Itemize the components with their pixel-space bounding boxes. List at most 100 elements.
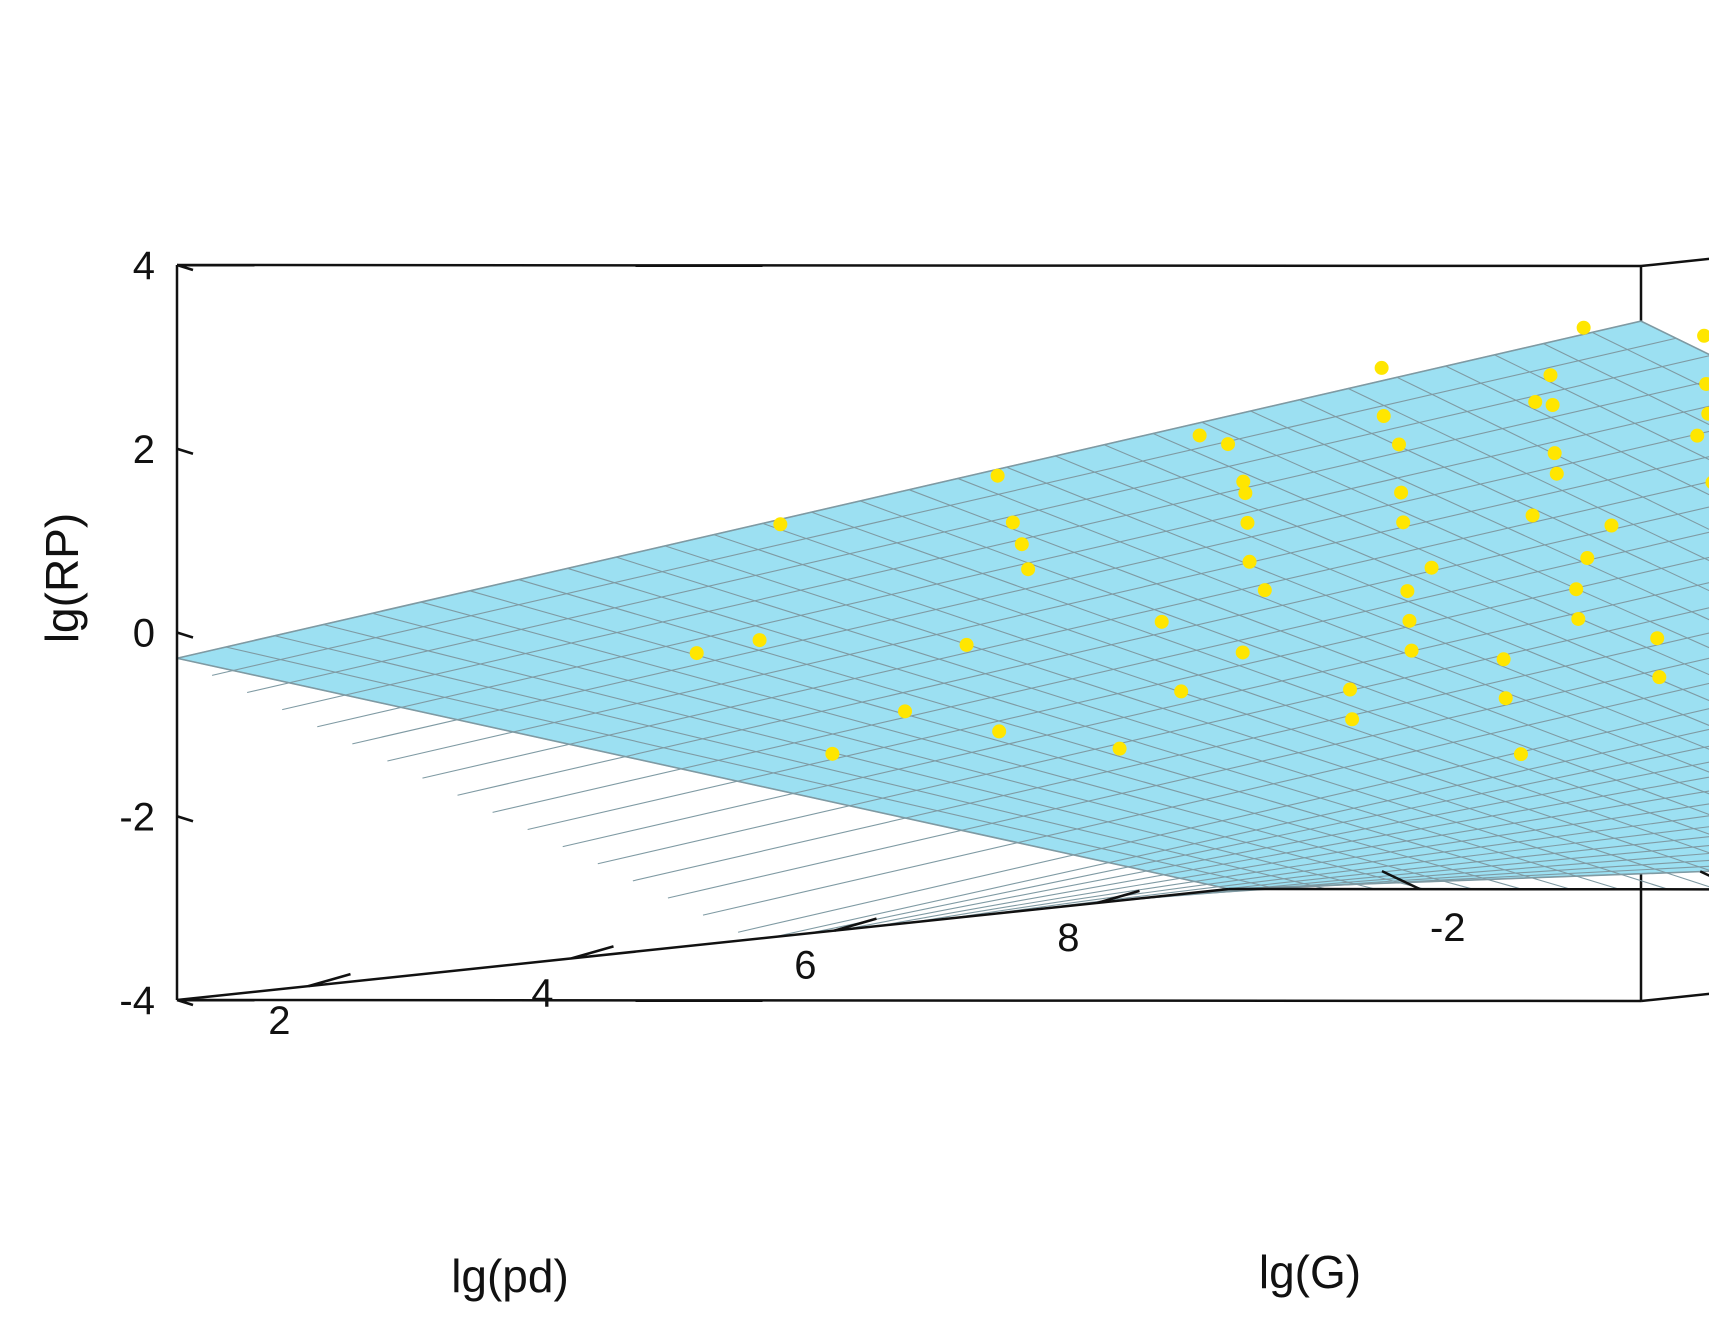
scatter-point xyxy=(1112,741,1127,756)
mesh-line-y xyxy=(1299,399,1709,592)
mesh-line-y xyxy=(1152,432,1709,676)
x-axis-title: lg(pd) xyxy=(451,1250,569,1302)
mesh-line-y xyxy=(567,567,1620,890)
scatter-point xyxy=(1154,614,1169,629)
scatter-point xyxy=(1604,518,1619,533)
scatter-point xyxy=(1374,360,1389,375)
mesh-line-y xyxy=(1250,410,1709,621)
mesh-line-y xyxy=(616,556,1669,890)
mesh-line-x xyxy=(737,708,1709,933)
scatter-point xyxy=(1652,670,1667,685)
mesh-line-y xyxy=(1006,466,1709,750)
scatter-point xyxy=(1376,409,1391,424)
mesh-line-y xyxy=(1445,365,1709,496)
scatter-point xyxy=(992,724,1007,739)
z-axis-title: lg(RP) xyxy=(36,513,88,643)
x-tick xyxy=(308,972,351,988)
scatter-point xyxy=(1402,613,1417,628)
scatter-point xyxy=(1576,320,1591,335)
mesh-line-y xyxy=(957,477,1709,773)
scatter-points xyxy=(689,320,1709,762)
scatter-point xyxy=(1192,428,1207,443)
mesh-line-y xyxy=(664,545,1709,888)
scatter-point xyxy=(1705,476,1709,489)
scatter-point xyxy=(1543,368,1558,383)
x-tick xyxy=(834,917,877,932)
mesh-line-y xyxy=(1055,455,1709,726)
back-top-edge-left xyxy=(176,263,1642,268)
mesh-line-y xyxy=(323,623,1376,890)
scatter-point xyxy=(1238,486,1253,501)
scatter-point xyxy=(1549,466,1564,481)
scatter-point xyxy=(1240,515,1255,530)
mesh-line-x xyxy=(702,682,1709,916)
scatter-point xyxy=(1404,643,1419,658)
mesh-line-y xyxy=(713,534,1709,871)
mesh-line-x xyxy=(1053,836,1709,909)
back-top-edge-right xyxy=(1640,257,1709,268)
back-floor-edge-left xyxy=(176,998,1642,1003)
scatter-point xyxy=(1396,515,1411,530)
scatter-point xyxy=(1528,394,1543,409)
mesh-line-x xyxy=(632,632,1709,882)
z-tick-label: -4 xyxy=(119,979,155,1023)
y-tick xyxy=(1699,870,1709,877)
x-tick-label: 2 xyxy=(268,999,290,1043)
mesh-line-y xyxy=(1201,421,1709,649)
scatter-point xyxy=(1391,437,1406,452)
scatter-point xyxy=(1424,560,1439,575)
z-tick-label: 2 xyxy=(133,428,155,472)
mesh-line-y xyxy=(518,579,1571,890)
scatter-point xyxy=(1394,485,1409,500)
pd-axis-line xyxy=(176,887,1230,1002)
mesh-line-x xyxy=(597,607,1709,865)
scatter-point xyxy=(1345,712,1360,727)
scatter-point xyxy=(1174,684,1189,699)
x-tick xyxy=(1097,889,1140,905)
scatter-point xyxy=(1699,376,1709,391)
mesh-line-x xyxy=(1193,865,1709,894)
z-tick-label: 0 xyxy=(133,612,155,656)
mesh-line-x xyxy=(983,815,1709,916)
scatter-point xyxy=(1242,554,1257,569)
mesh-line-x xyxy=(773,728,1709,938)
scatter-point xyxy=(1525,508,1540,523)
mesh-line-x xyxy=(913,790,1709,923)
mesh-line-x xyxy=(1018,826,1709,912)
y-tick xyxy=(1381,870,1421,891)
scatter-point xyxy=(1571,611,1586,626)
mesh-line-y xyxy=(176,657,1230,890)
x-tick-label: 8 xyxy=(1057,916,1079,960)
mesh-line-y xyxy=(1103,444,1709,702)
scatter-point xyxy=(752,633,767,648)
scatter-point xyxy=(1513,747,1528,762)
scatter-point xyxy=(1400,584,1415,599)
mesh-line-y xyxy=(274,635,1327,890)
scatter-point xyxy=(1569,582,1584,597)
mesh-line-y xyxy=(762,522,1709,854)
scatter-point xyxy=(1005,515,1020,530)
mesh-line-y xyxy=(372,612,1425,890)
x-tick xyxy=(571,945,614,960)
mesh-line-y xyxy=(860,500,1709,816)
y-tick-label: -2 xyxy=(1430,906,1466,950)
scatter-point xyxy=(689,646,704,661)
scatter-point xyxy=(825,746,840,761)
mesh-line-y xyxy=(811,511,1709,835)
mesh-line-y xyxy=(1347,388,1709,562)
mesh-line-x xyxy=(843,761,1709,931)
y-axis-title: lg(G) xyxy=(1259,1246,1361,1298)
scatter-point xyxy=(959,637,974,652)
z-tick-label: 4 xyxy=(133,244,155,288)
mesh-line-y xyxy=(1396,376,1709,530)
scatter-point xyxy=(1697,328,1709,343)
mesh-line-x xyxy=(562,582,1709,848)
mesh-line-y xyxy=(469,590,1522,890)
scatter-point xyxy=(990,468,1005,483)
scatter-point xyxy=(1580,551,1595,566)
scatter-point xyxy=(1014,537,1029,552)
scatter-point xyxy=(1690,428,1705,443)
scatter-point xyxy=(1701,406,1709,421)
scatter-point xyxy=(1498,691,1513,706)
z-tick xyxy=(176,447,194,455)
